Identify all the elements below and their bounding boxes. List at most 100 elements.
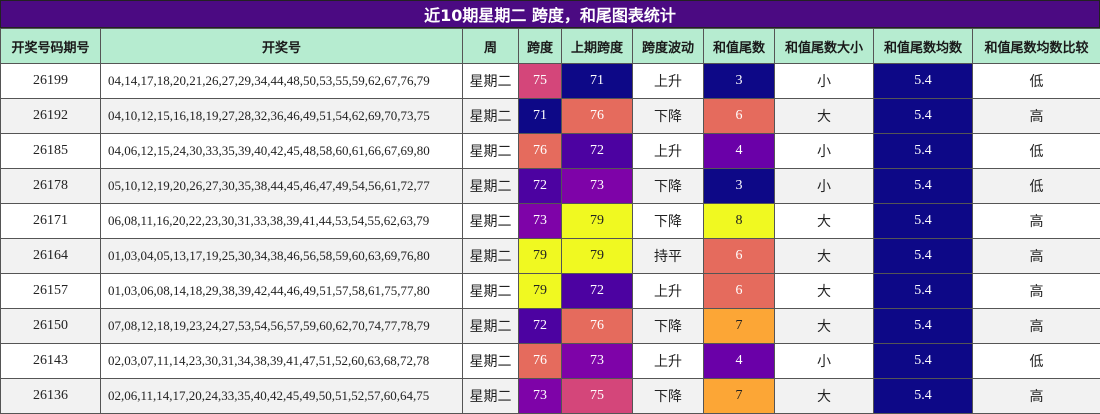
col-header-numbers: 开奖号 <box>101 29 463 64</box>
cell-tail-compare: 高 <box>973 99 1100 134</box>
cell-tail-compare: 低 <box>973 64 1100 99</box>
cell-prev-span: 73 <box>562 169 633 204</box>
cell-issue: 26150 <box>1 309 101 344</box>
cell-issue: 26164 <box>1 239 101 274</box>
cell-tail-compare: 高 <box>973 309 1100 344</box>
cell-tail-avg: 5.4 <box>874 379 973 414</box>
cell-span: 75 <box>519 64 562 99</box>
cell-numbers: 06,08,11,16,20,22,23,30,31,33,38,39,41,4… <box>101 204 463 239</box>
cell-prev-span: 75 <box>562 379 633 414</box>
cell-span-trend: 上升 <box>633 344 704 379</box>
cell-numbers: 07,08,12,18,19,23,24,27,53,54,56,57,59,6… <box>101 309 463 344</box>
cell-numbers: 04,06,12,15,24,30,33,35,39,40,42,45,48,5… <box>101 134 463 169</box>
cell-tail-avg: 5.4 <box>874 134 973 169</box>
cell-span: 79 <box>519 239 562 274</box>
cell-numbers: 01,03,04,05,13,17,19,25,30,34,38,46,56,5… <box>101 239 463 274</box>
cell-week: 星期二 <box>463 169 519 204</box>
cell-sum-tail: 4 <box>704 134 775 169</box>
cell-issue: 26199 <box>1 64 101 99</box>
cell-tail-compare: 高 <box>973 239 1100 274</box>
cell-tail-compare: 低 <box>973 344 1100 379</box>
col-header-tail-size: 和值尾数大小 <box>775 29 874 64</box>
cell-tail-size: 小 <box>775 344 874 379</box>
cell-prev-span: 72 <box>562 274 633 309</box>
cell-numbers: 01,03,06,08,14,18,29,38,39,42,44,46,49,5… <box>101 274 463 309</box>
cell-tail-compare: 高 <box>973 379 1100 414</box>
col-header-span: 跨度 <box>519 29 562 64</box>
cell-tail-avg: 5.4 <box>874 169 973 204</box>
cell-span-trend: 下降 <box>633 379 704 414</box>
cell-numbers: 04,14,17,18,20,21,26,27,29,34,44,48,50,5… <box>101 64 463 99</box>
cell-span-trend: 持平 <box>633 239 704 274</box>
cell-week: 星期二 <box>463 344 519 379</box>
col-header-tail-avg: 和值尾数均数 <box>874 29 973 64</box>
cell-span: 79 <box>519 274 562 309</box>
cell-tail-size: 大 <box>775 204 874 239</box>
cell-issue: 26178 <box>1 169 101 204</box>
cell-week: 星期二 <box>463 274 519 309</box>
cell-issue: 26185 <box>1 134 101 169</box>
cell-week: 星期二 <box>463 239 519 274</box>
cell-sum-tail: 8 <box>704 204 775 239</box>
cell-tail-avg: 5.4 <box>874 274 973 309</box>
cell-sum-tail: 3 <box>704 64 775 99</box>
cell-issue: 26157 <box>1 274 101 309</box>
col-header-prev-span: 上期跨度 <box>562 29 633 64</box>
cell-issue: 26171 <box>1 204 101 239</box>
cell-prev-span: 71 <box>562 64 633 99</box>
cell-sum-tail: 4 <box>704 344 775 379</box>
cell-tail-size: 大 <box>775 309 874 344</box>
col-header-sum-tail: 和值尾数 <box>704 29 775 64</box>
cell-span: 73 <box>519 204 562 239</box>
cell-span: 76 <box>519 344 562 379</box>
cell-span-trend: 上升 <box>633 134 704 169</box>
cell-tail-size: 大 <box>775 274 874 309</box>
cell-span-trend: 下降 <box>633 204 704 239</box>
cell-sum-tail: 7 <box>704 309 775 344</box>
cell-span-trend: 上升 <box>633 64 704 99</box>
cell-tail-avg: 5.4 <box>874 239 973 274</box>
cell-tail-size: 小 <box>775 134 874 169</box>
table-title: 近10期星期二 跨度，和尾图表统计 <box>0 0 1100 28</box>
cell-issue: 26143 <box>1 344 101 379</box>
cell-sum-tail: 3 <box>704 169 775 204</box>
cell-prev-span: 79 <box>562 204 633 239</box>
cell-prev-span: 76 <box>562 99 633 134</box>
col-header-week: 周 <box>463 29 519 64</box>
cell-week: 星期二 <box>463 309 519 344</box>
cell-numbers: 02,06,11,14,17,20,24,33,35,40,42,45,49,5… <box>101 379 463 414</box>
cell-prev-span: 72 <box>562 134 633 169</box>
cell-span: 72 <box>519 309 562 344</box>
cell-tail-size: 大 <box>775 379 874 414</box>
cell-span-trend: 下降 <box>633 99 704 134</box>
cell-span: 71 <box>519 99 562 134</box>
cell-tail-compare: 高 <box>973 204 1100 239</box>
cell-tail-avg: 5.4 <box>874 204 973 239</box>
cell-span-trend: 下降 <box>633 169 704 204</box>
cell-span-trend: 下降 <box>633 309 704 344</box>
cell-tail-size: 大 <box>775 239 874 274</box>
cell-tail-avg: 5.4 <box>874 99 973 134</box>
header-row: 开奖号码期号 开奖号 周 跨度 上期跨度 跨度波动 和值尾数 和值尾数大小 和值… <box>1 29 1100 64</box>
cell-prev-span: 76 <box>562 309 633 344</box>
cell-prev-span: 79 <box>562 239 633 274</box>
cell-span-trend: 上升 <box>633 274 704 309</box>
cell-sum-tail: 7 <box>704 379 775 414</box>
cell-span: 72 <box>519 169 562 204</box>
cell-tail-compare: 高 <box>973 274 1100 309</box>
cell-tail-size: 小 <box>775 169 874 204</box>
col-header-issue: 开奖号码期号 <box>1 29 101 64</box>
cell-sum-tail: 6 <box>704 99 775 134</box>
cell-span: 73 <box>519 379 562 414</box>
cell-numbers: 02,03,07,11,14,23,30,31,34,38,39,41,47,5… <box>101 344 463 379</box>
